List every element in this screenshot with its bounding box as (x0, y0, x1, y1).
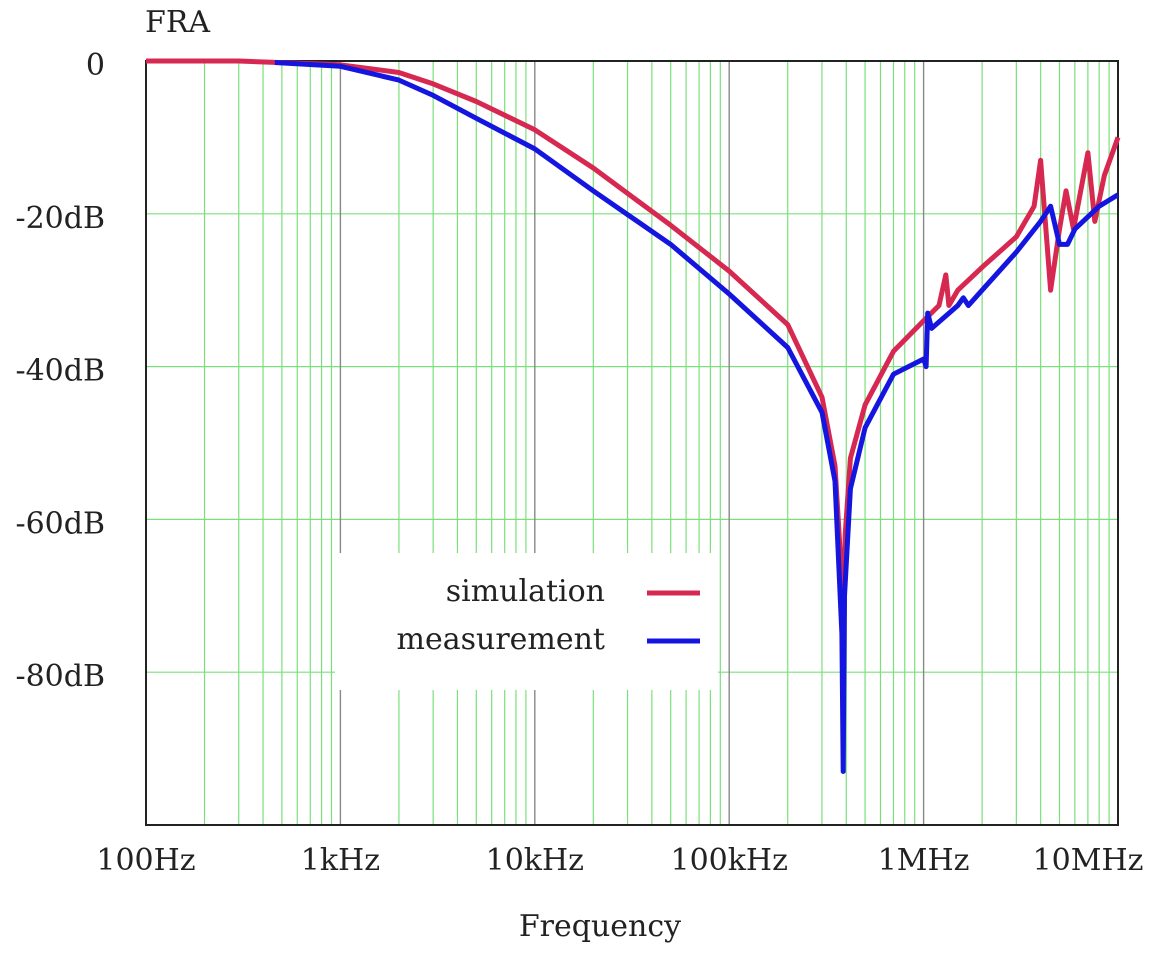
x-tick-label: 10kHz (486, 843, 584, 878)
line-series (146, 58, 1121, 675)
y-tick-label: -60dB (15, 506, 105, 541)
y-tick-label: 0 (86, 48, 105, 83)
y-tick-label: -20dB (15, 201, 105, 236)
chart-title: FRA (145, 5, 210, 40)
y-tick-label: -40dB (15, 354, 105, 389)
x-axis-label: Frequency (519, 909, 681, 944)
x-tick-label: 100Hz (96, 843, 195, 878)
legend-box (335, 553, 718, 690)
plot-frame (145, 60, 1119, 826)
line-series (274, 60, 1120, 774)
y-tick-label: -80dB (15, 659, 105, 694)
legend-label: simulation (446, 574, 605, 609)
x-tick-label: 1kHz (301, 843, 380, 878)
x-tick-label: 100kHz (670, 843, 787, 878)
x-tick-label: 1MHz (878, 843, 970, 878)
legend-label: measurement (397, 622, 605, 657)
legend: simulation measurement (335, 553, 718, 690)
x-tick-label: 10MHz (1033, 843, 1144, 878)
